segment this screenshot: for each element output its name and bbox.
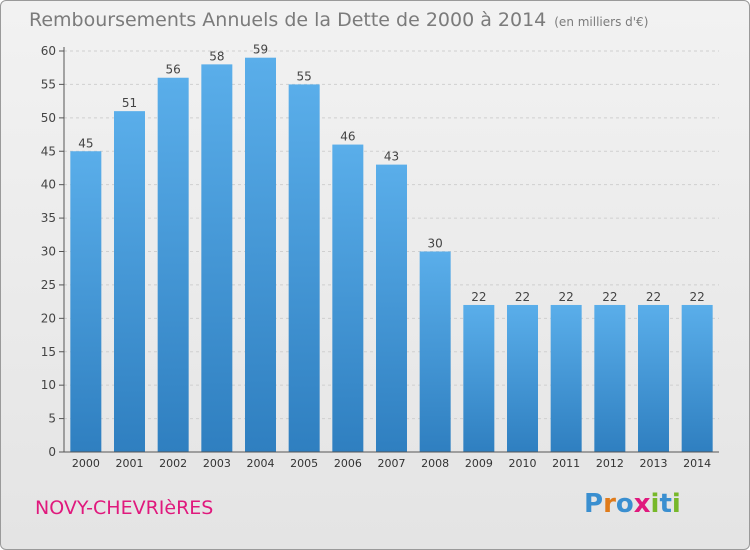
bar-2011 bbox=[550, 304, 582, 452]
x-tick-label: 2005 bbox=[290, 457, 318, 470]
x-tick-label: 2002 bbox=[159, 457, 187, 470]
proxiti-logo: Proxiti bbox=[584, 489, 681, 519]
bar-value-label: 56 bbox=[166, 63, 181, 77]
y-tick-label: 35 bbox=[41, 211, 56, 225]
x-tick-label: 2008 bbox=[421, 457, 449, 470]
bar-2010 bbox=[507, 304, 538, 452]
bar-value-label: 22 bbox=[602, 290, 617, 304]
bar-value-label: 58 bbox=[209, 49, 224, 63]
y-tick-label: 45 bbox=[41, 144, 56, 158]
bar-2008 bbox=[419, 251, 451, 452]
bar-2004 bbox=[245, 57, 276, 452]
bar-value-label: 22 bbox=[559, 290, 574, 304]
bar-2013 bbox=[638, 304, 669, 452]
bar-value-label: 30 bbox=[428, 237, 443, 251]
bar-value-label: 43 bbox=[384, 150, 399, 164]
y-tick-label: 50 bbox=[41, 111, 56, 125]
logo-letter: i bbox=[671, 489, 681, 519]
bar-2014 bbox=[681, 304, 713, 452]
bar-value-label: 22 bbox=[471, 290, 486, 304]
x-tick-label: 2007 bbox=[378, 457, 406, 470]
x-tick-label: 2010 bbox=[509, 457, 537, 470]
bar-2006 bbox=[332, 144, 364, 453]
bar-2005 bbox=[288, 84, 320, 453]
bar-value-label: 59 bbox=[253, 43, 268, 57]
bar-2012 bbox=[594, 304, 626, 452]
bar-value-label: 51 bbox=[122, 96, 137, 110]
bar-value-label: 22 bbox=[515, 290, 530, 304]
bar-2002 bbox=[157, 77, 189, 452]
y-tick-label: 60 bbox=[41, 44, 56, 58]
x-tick-label: 2013 bbox=[640, 457, 668, 470]
chart-title-text: Remboursements Annuels de la Dette de 20… bbox=[29, 9, 547, 31]
x-tick-label: 2001 bbox=[116, 457, 144, 470]
x-tick-label: 2004 bbox=[247, 457, 275, 470]
x-tick-label: 2000 bbox=[72, 457, 100, 470]
y-tick-label: 5 bbox=[48, 412, 56, 426]
commune-name: NOVY-CHEVRIèRES bbox=[35, 497, 214, 519]
y-tick-label: 0 bbox=[48, 445, 56, 459]
logo-letter: o bbox=[615, 489, 634, 519]
bar-value-label: 22 bbox=[646, 290, 661, 304]
bar-2003 bbox=[201, 64, 233, 452]
bar-2000 bbox=[70, 151, 102, 452]
y-tick-label: 55 bbox=[41, 77, 56, 91]
bar-value-label: 55 bbox=[297, 69, 312, 83]
y-tick-label: 10 bbox=[41, 378, 56, 392]
logo-letter: r bbox=[603, 489, 616, 519]
chart-subtitle: (en milliers d'€) bbox=[554, 15, 649, 29]
x-tick-label: 2011 bbox=[552, 457, 580, 470]
bar-2009 bbox=[463, 304, 495, 452]
bar-value-label: 22 bbox=[690, 290, 705, 304]
logo-letter: t bbox=[659, 489, 672, 519]
y-tick-label: 25 bbox=[41, 278, 56, 292]
y-tick-label: 20 bbox=[41, 311, 56, 325]
chart-title: Remboursements Annuels de la Dette de 20… bbox=[29, 9, 648, 31]
y-tick-label: 15 bbox=[41, 345, 56, 359]
x-tick-label: 2012 bbox=[596, 457, 624, 470]
x-tick-label: 2003 bbox=[203, 457, 231, 470]
y-tick-label: 30 bbox=[41, 245, 56, 259]
logo-letter: i bbox=[650, 489, 660, 519]
x-tick-label: 2014 bbox=[683, 457, 711, 470]
y-tick-label: 40 bbox=[41, 178, 56, 192]
bar-2007 bbox=[376, 164, 407, 452]
logo-letter: P bbox=[584, 489, 604, 519]
x-tick-label: 2009 bbox=[465, 457, 493, 470]
bar-value-label: 45 bbox=[78, 136, 93, 150]
bar-2001 bbox=[114, 111, 145, 453]
logo-letter: x bbox=[633, 489, 651, 519]
x-tick-label: 2006 bbox=[334, 457, 362, 470]
bar-value-label: 46 bbox=[340, 130, 355, 144]
